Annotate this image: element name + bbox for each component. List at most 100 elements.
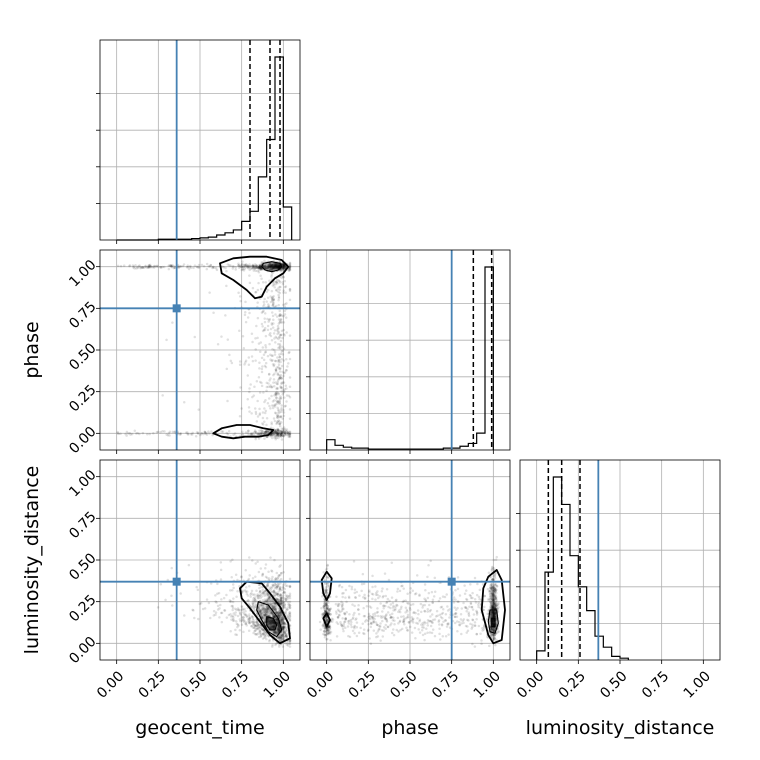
panel-frame bbox=[99, 459, 301, 661]
sample-point bbox=[268, 602, 271, 606]
sample-point bbox=[268, 267, 272, 271]
sample-point bbox=[280, 431, 284, 434]
sample-point bbox=[491, 611, 495, 614]
sample-point bbox=[242, 265, 245, 269]
sample-point bbox=[258, 589, 262, 593]
sample-point bbox=[491, 605, 495, 608]
sample-point bbox=[272, 606, 275, 609]
sample-point bbox=[244, 311, 247, 314]
sample-point bbox=[398, 619, 402, 623]
sample-point bbox=[275, 617, 278, 621]
sample-point bbox=[255, 264, 258, 267]
sample-point bbox=[249, 432, 253, 435]
x-tick-label: 1.00 bbox=[471, 668, 504, 701]
y-axis-title-luminosity-distance: luminosity_distance bbox=[21, 466, 43, 655]
sample-point bbox=[165, 338, 168, 342]
sample-point bbox=[272, 265, 276, 268]
sample-point bbox=[492, 612, 496, 615]
sample-point bbox=[277, 625, 281, 628]
sample-point bbox=[249, 433, 252, 436]
sample-point bbox=[271, 575, 274, 579]
sample-point bbox=[279, 615, 282, 619]
sample-point bbox=[262, 628, 265, 632]
sample-point bbox=[276, 629, 280, 632]
sample-point bbox=[270, 612, 274, 615]
sample-point bbox=[492, 600, 495, 603]
sample-point bbox=[274, 266, 277, 270]
sample-point bbox=[263, 437, 266, 440]
sample-point bbox=[368, 590, 371, 594]
sample-point bbox=[252, 266, 255, 270]
sample-point bbox=[276, 612, 279, 615]
sample-point bbox=[256, 266, 259, 269]
sample-point bbox=[270, 266, 273, 269]
sample-point bbox=[182, 263, 186, 266]
sample-point bbox=[165, 433, 168, 436]
sample-point bbox=[262, 391, 265, 394]
sample-point bbox=[489, 592, 492, 596]
sample-point bbox=[374, 585, 377, 588]
sample-point bbox=[288, 268, 292, 272]
sample-point bbox=[266, 324, 270, 328]
sample-point bbox=[477, 595, 481, 599]
sample-point bbox=[284, 628, 287, 631]
sample-point bbox=[279, 429, 282, 433]
sample-point bbox=[237, 608, 241, 611]
sample-point bbox=[260, 381, 263, 385]
sample-point bbox=[354, 618, 357, 621]
sample-point bbox=[415, 574, 419, 577]
sample-point bbox=[365, 605, 369, 608]
sample-point bbox=[275, 592, 278, 596]
sample-point bbox=[281, 280, 284, 284]
sample-point bbox=[238, 363, 242, 367]
sample-point bbox=[337, 613, 341, 617]
sample-point bbox=[273, 602, 276, 605]
sample-point bbox=[276, 372, 280, 375]
sample-point bbox=[323, 609, 327, 613]
sample-point bbox=[279, 613, 283, 617]
sample-point bbox=[166, 433, 170, 437]
sample-point bbox=[240, 407, 243, 410]
sample-point bbox=[274, 335, 278, 339]
y-axis-title-phase: phase bbox=[21, 321, 43, 378]
sample-point bbox=[274, 392, 277, 395]
sample-point bbox=[494, 589, 497, 593]
sample-point bbox=[281, 264, 285, 267]
sample-point bbox=[258, 594, 262, 598]
sample-point bbox=[234, 613, 237, 617]
sample-point bbox=[269, 295, 272, 298]
sample-point bbox=[279, 596, 283, 600]
sample-point bbox=[134, 263, 137, 267]
sample-point bbox=[281, 637, 284, 640]
sample-point bbox=[262, 358, 266, 362]
sample-point bbox=[194, 434, 198, 438]
sample-point bbox=[273, 432, 276, 435]
sample-point bbox=[237, 264, 240, 267]
sample-point bbox=[250, 332, 254, 336]
sample-point bbox=[288, 261, 292, 265]
sample-point bbox=[324, 634, 327, 637]
sample-point bbox=[278, 401, 281, 405]
sample-point bbox=[243, 363, 246, 366]
sample-point bbox=[477, 601, 480, 605]
sample-point bbox=[267, 570, 270, 573]
sample-point bbox=[322, 612, 325, 616]
sample-point bbox=[371, 613, 375, 616]
sample-point bbox=[281, 606, 284, 610]
sample-point bbox=[266, 610, 270, 614]
sample-point bbox=[245, 615, 249, 619]
sample-point bbox=[324, 609, 327, 613]
sample-point bbox=[427, 564, 430, 567]
sample-point bbox=[493, 615, 496, 619]
sample-point bbox=[282, 583, 285, 587]
sample-point bbox=[260, 626, 263, 630]
sample-point bbox=[284, 404, 287, 408]
sample-point bbox=[491, 590, 494, 593]
sample-point bbox=[491, 603, 495, 606]
sample-point bbox=[281, 381, 285, 384]
sample-point bbox=[260, 593, 263, 596]
sample-point bbox=[492, 634, 496, 637]
sample-point bbox=[244, 590, 248, 594]
sample-point bbox=[376, 614, 380, 618]
sample-point bbox=[277, 609, 280, 613]
